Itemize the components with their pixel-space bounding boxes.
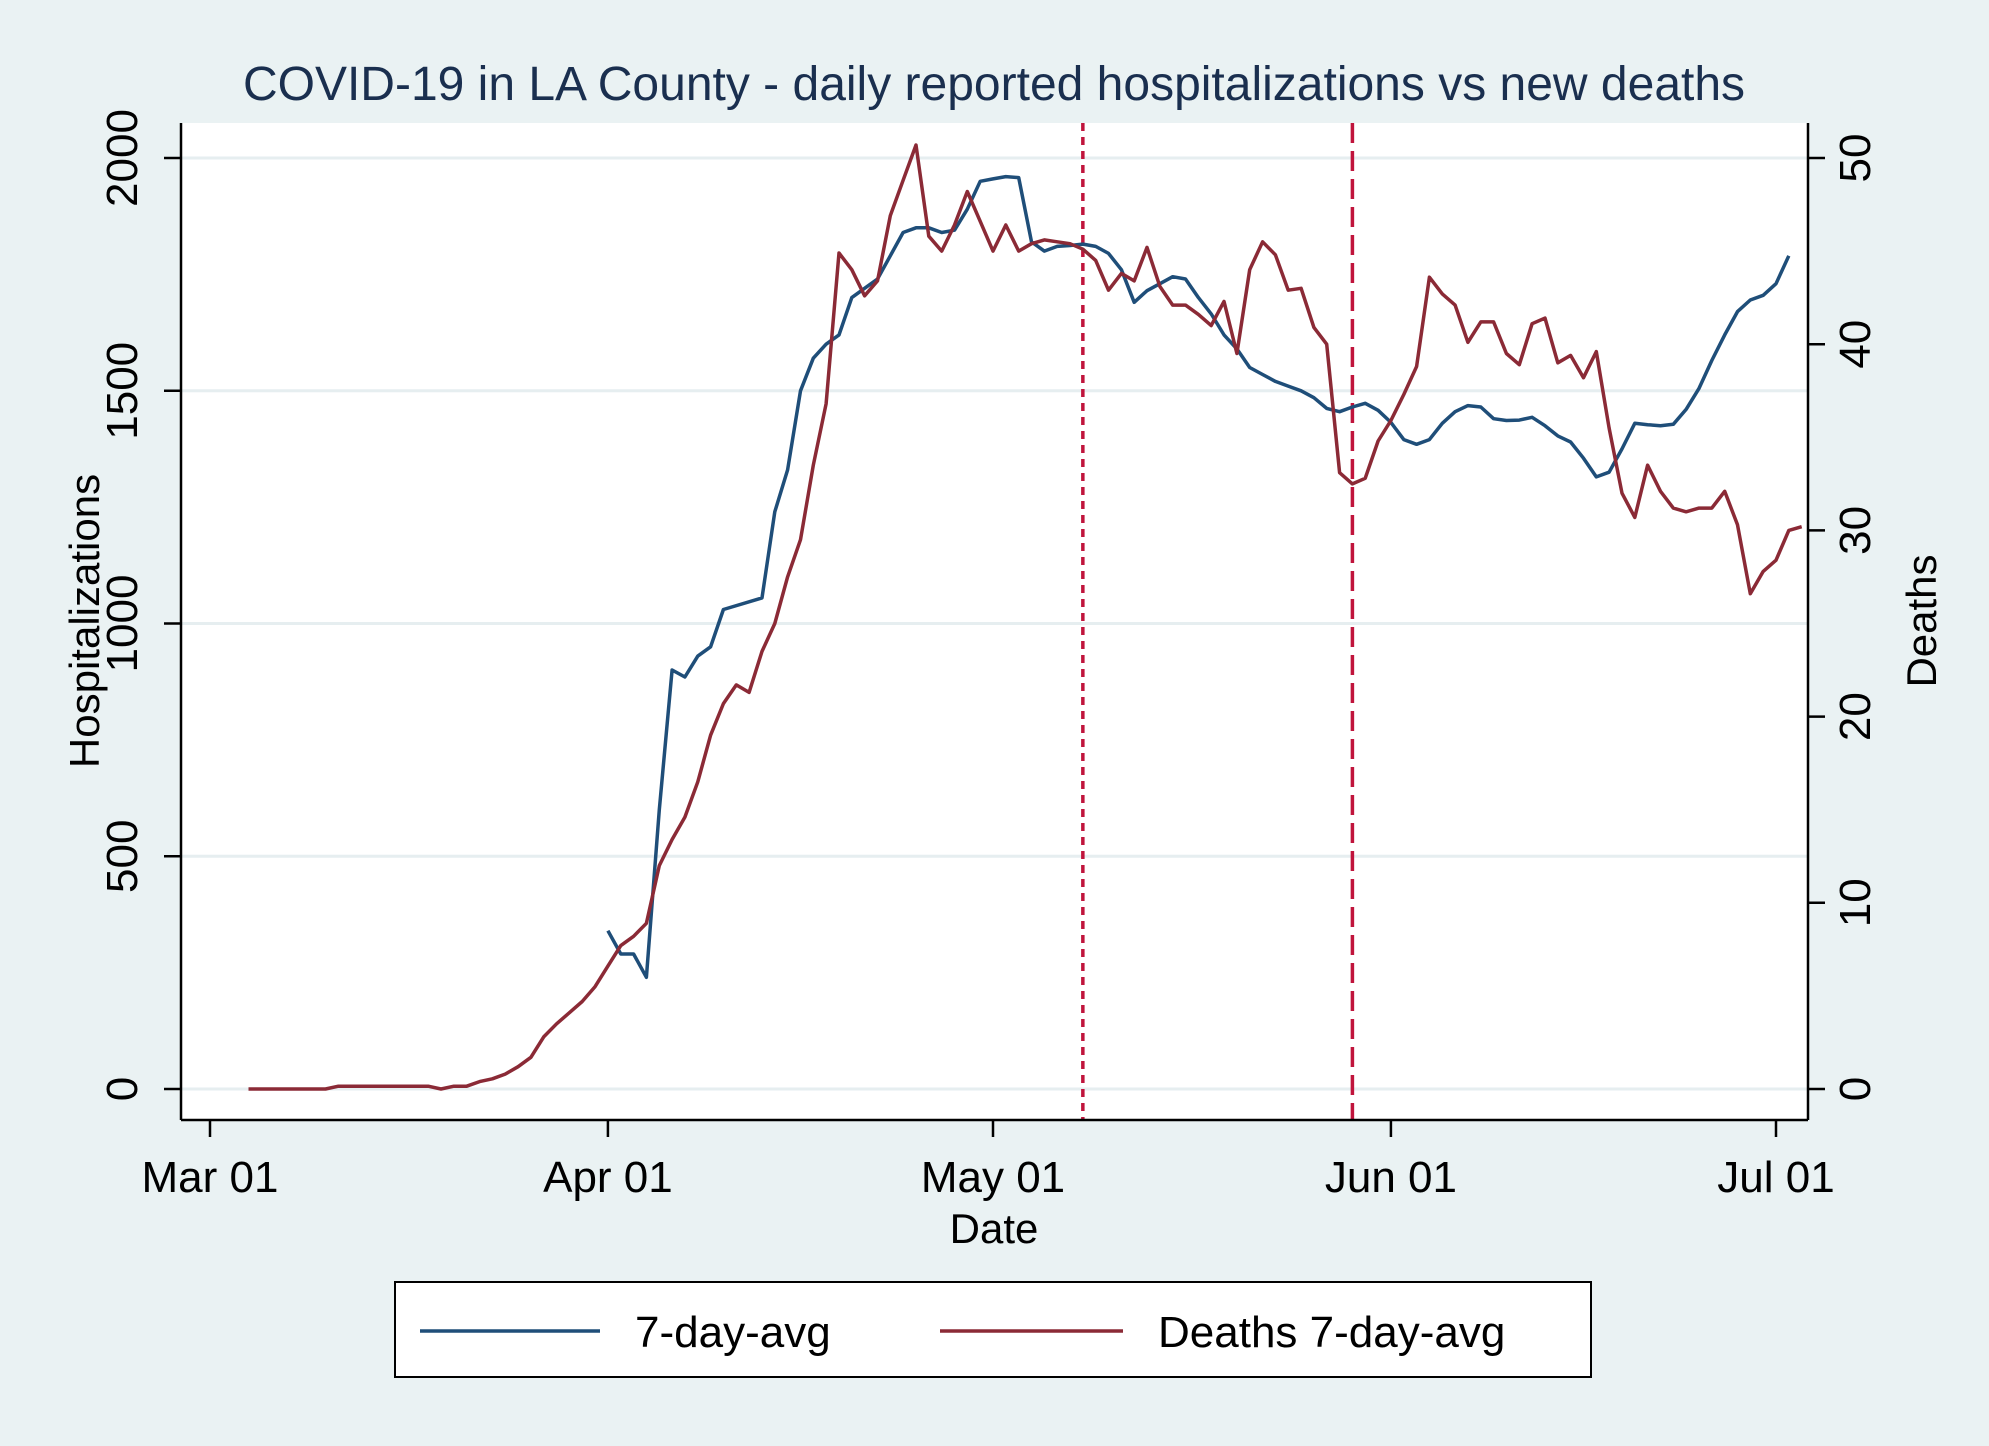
- y-left-tick-label: 500: [98, 820, 147, 893]
- y-right-tick-label: 30: [1831, 506, 1880, 555]
- series-lines: [248, 143, 1803, 1091]
- x-tick-label: Mar 01: [142, 1153, 279, 1202]
- y-right-tick-label: 40: [1831, 320, 1880, 369]
- legend: 7-day-avg Deaths 7-day-avg: [394, 1281, 1592, 1378]
- plot-area: [181, 123, 1808, 1120]
- reference-lines: [1081, 123, 1355, 1120]
- y-left-tick-label: 1000: [98, 575, 147, 673]
- x-tick-label: Jun 01: [1325, 1153, 1457, 1202]
- x-tick-label: Apr 01: [543, 1153, 673, 1202]
- series-line-hospitalizations: [606, 174, 1791, 980]
- y-right-tick-label: 0: [1831, 1077, 1880, 1101]
- axes: Mar 01 Apr 01 May 01 Jun 01 Jul 010500100015…: [98, 109, 1880, 1202]
- y-left-axis-label: Hospitalizations: [61, 474, 108, 768]
- y-left-tick-label: 2000: [98, 109, 147, 207]
- y-right-axis-label: Deaths: [1898, 554, 1945, 687]
- x-tick-label: Jul 01: [1717, 1153, 1834, 1202]
- y-left-tick-label: 1500: [98, 342, 147, 440]
- y-right-tick-label: 50: [1831, 134, 1880, 183]
- series-line-deaths: [248, 143, 1803, 1091]
- chart-title: COVID-19 in LA County - daily reported h…: [243, 58, 1745, 111]
- y-left-tick-label: 0: [98, 1077, 147, 1101]
- legend-label-hospitalizations: 7-day-avg: [635, 1308, 831, 1357]
- gridlines: [181, 156, 1808, 1091]
- x-tick-label: May 01: [921, 1153, 1065, 1202]
- x-axis-label: Date: [950, 1205, 1039, 1252]
- y-right-tick-label: 20: [1831, 692, 1880, 741]
- legend-label-deaths: Deaths 7-day-avg: [1158, 1308, 1505, 1357]
- y-right-tick-label: 10: [1831, 878, 1880, 927]
